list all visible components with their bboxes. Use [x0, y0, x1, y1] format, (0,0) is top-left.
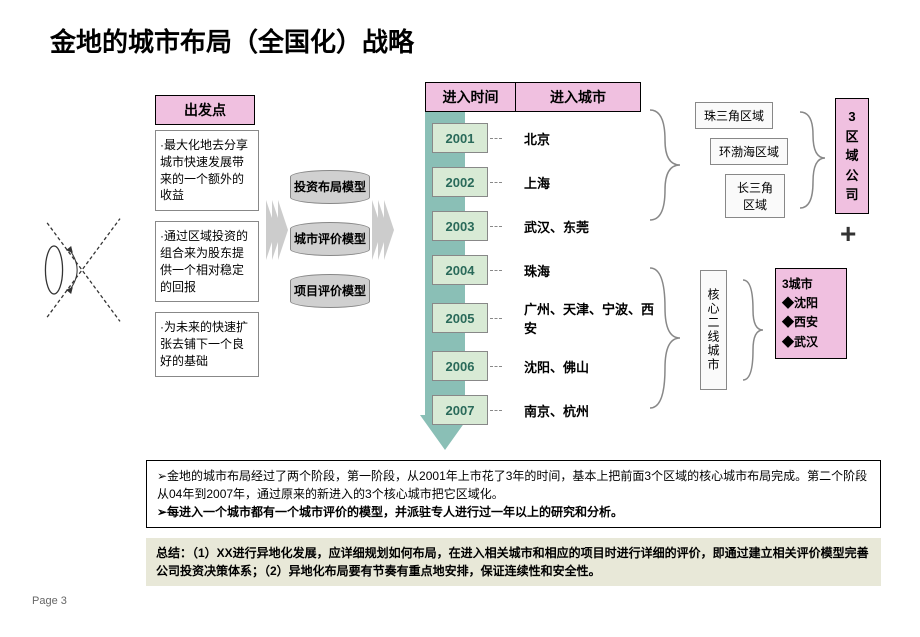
year-box: 2006: [432, 351, 488, 381]
city-text: 南京、杭州: [524, 401, 589, 420]
page-number: Page 3: [32, 595, 67, 607]
year-box: 2007: [432, 395, 488, 425]
timeline-row: 2002 上海: [432, 164, 654, 200]
three-city-item: ◆沈阳: [782, 294, 840, 313]
model-list: 投资布局模型 城市评价模型 项目评价模型: [290, 170, 370, 326]
timeline-header: 进入时间 进入城市: [425, 82, 641, 112]
city-text: 武汉、东莞: [524, 217, 589, 236]
timeline-header-city: 进入城市: [516, 83, 640, 111]
plus-icon: +: [840, 218, 856, 250]
timeline-row: 2006 沈阳、佛山: [432, 348, 654, 384]
model-cylinder: 城市评价模型: [290, 222, 370, 264]
footer-summary: 总结：（1）XX进行异地化发展，应详细规划如何布局，在进入相关城市和相应的项目时…: [146, 538, 881, 586]
chevron-group-left: [270, 200, 288, 265]
region-box: 环渤海区域: [710, 138, 788, 165]
city-text: 珠海: [524, 261, 550, 280]
starting-point-items: ·最大化地去分享城市快速发展带来的一个额外的收益 ·通过区域投资的组合来为股东提…: [155, 130, 259, 387]
year-box: 2005: [432, 303, 488, 333]
sp-item: ·为未来的快速扩张去铺下一个良好的基础: [155, 312, 259, 376]
model-cylinder: 投资布局模型: [290, 170, 370, 212]
eye-diagram: [30, 210, 150, 330]
model-cylinder: 项目评价模型: [290, 274, 370, 316]
timeline-row: 2003 武汉、东莞: [432, 208, 654, 244]
sp-item: ·通过区域投资的组合来为股东提供一个相对稳定的回报: [155, 221, 259, 302]
timeline-row: 2005 广州、天津、宁波、西安: [432, 296, 654, 340]
three-city-box: 3城市 ◆沈阳 ◆西安 ◆武汉: [775, 268, 847, 359]
three-city-item: ◆西安: [782, 313, 840, 332]
bracket-timeline-regions: [645, 100, 685, 230]
three-city-title: 3城市: [782, 275, 840, 294]
region-box: 长三角区域: [725, 174, 785, 218]
year-box: 2001: [432, 123, 488, 153]
region-box: 珠三角区域: [695, 102, 773, 129]
region-company-label: 3区域公司: [835, 98, 869, 214]
year-box: 2002: [432, 167, 488, 197]
city-text: 沈阳、佛山: [524, 357, 589, 376]
city-text: 北京: [524, 129, 550, 148]
chevron-group-right: [376, 200, 394, 265]
bracket-regions-company: [795, 100, 830, 220]
timeline-row: 2007 南京、杭州: [432, 392, 654, 428]
timeline-rows: 2001 北京 2002 上海 2003 武汉、东莞 2004 珠海 2005 …: [432, 120, 654, 436]
three-city-item: ◆武汉: [782, 333, 840, 352]
timeline-row: 2004 珠海: [432, 252, 654, 288]
core-city-label: 核心二线城市: [700, 270, 727, 390]
page-title: 金地的城市布局（全国化）战略: [50, 22, 414, 59]
year-box: 2004: [432, 255, 488, 285]
sp-item: ·最大化地去分享城市快速发展带来的一个额外的收益: [155, 130, 259, 211]
year-box: 2003: [432, 211, 488, 241]
footer-line: ➢金地的城市布局经过了两个阶段，第一阶段，从2001年上市花了3年的时间，基本上…: [157, 467, 870, 503]
starting-point-header: 出发点: [155, 95, 255, 125]
city-text: 上海: [524, 173, 550, 192]
timeline-header-time: 进入时间: [426, 83, 516, 111]
timeline-row: 2001 北京: [432, 120, 654, 156]
city-text: 广州、天津、宁波、西安: [524, 299, 654, 337]
footer-analysis: ➢金地的城市布局经过了两个阶段，第一阶段，从2001年上市花了3年的时间，基本上…: [146, 460, 881, 528]
footer-line: ➢每进入一个城市都有一个城市评价的模型，并派驻专人进行过一年以上的研究和分析。: [157, 503, 870, 521]
bracket-core-threecity: [738, 270, 768, 390]
bracket-core-cities: [645, 258, 685, 418]
